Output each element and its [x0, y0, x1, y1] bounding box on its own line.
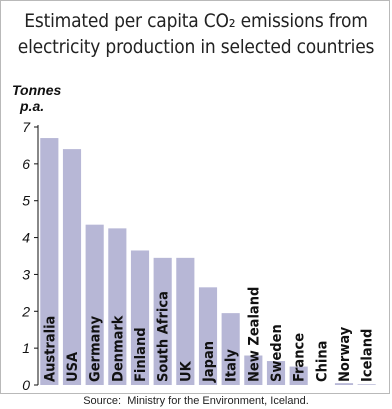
bar-south-africa — [153, 257, 172, 385]
category-label-germany: Germany — [88, 315, 104, 382]
y-axis-ticks: 0 1 2 3 4 5 6 7 — [21, 119, 38, 393]
y-axis-label-line-1: Tonnes — [12, 82, 61, 98]
y-tick-label-7: 7 — [22, 119, 31, 135]
category-label-usa: USA — [65, 351, 81, 382]
category-label-uk: UK — [178, 360, 194, 382]
chart-title-line-1: Estimated per capita CO₂ emissions from — [24, 10, 368, 32]
category-label-new-zealand: New Zealand — [246, 287, 262, 382]
bar-iceland — [357, 384, 376, 385]
category-label-australia: Australia — [42, 316, 58, 382]
category-label-italy: Italy — [224, 349, 240, 382]
category-label-china: China — [314, 341, 330, 382]
bar-france — [289, 366, 308, 385]
bar-italy — [221, 313, 240, 385]
category-label-sweden: Sweden — [269, 324, 285, 382]
chart-title: Estimated per capita CO₂ emissions from … — [0, 8, 392, 60]
y-tick-label-2: 2 — [21, 303, 30, 319]
bar-new-zealand — [244, 355, 263, 385]
chart-title-line-2: electricity production in selected count… — [17, 36, 375, 58]
bar-sweden — [266, 361, 286, 385]
bar-uk — [176, 257, 195, 385]
y-tick-label-3: 3 — [22, 266, 30, 282]
category-label-south-africa: South Africa — [156, 291, 172, 382]
category-label-finland: Finland — [133, 327, 149, 382]
y-axis-label-line-2: p.a. — [19, 98, 44, 114]
y-tick-label-4: 4 — [22, 230, 30, 246]
category-label-japan: Japan — [201, 341, 217, 383]
category-label-norway: Norway — [337, 326, 353, 382]
bar-denmark — [108, 228, 127, 385]
y-tick-label-5: 5 — [22, 193, 30, 209]
y-tick-label-0: 0 — [22, 377, 30, 393]
category-labels: Australia USA Germany Denmark Finland South A… — [42, 287, 375, 383]
y-tick-label-6: 6 — [22, 156, 30, 172]
y-tick-label-1: 1 — [22, 340, 30, 356]
bar-japan — [198, 287, 218, 385]
bar-usa — [62, 149, 82, 385]
bar-finland — [130, 250, 150, 385]
bar-germany — [85, 224, 104, 385]
bar-australia — [40, 138, 59, 385]
bar-norway — [334, 383, 354, 385]
category-label-iceland: Iceland — [360, 329, 376, 382]
category-label-france: France — [292, 333, 308, 382]
bars — [40, 138, 376, 385]
category-label-denmark: Denmark — [110, 315, 126, 382]
source-note: Source: Ministry for the Environment, Ic… — [83, 395, 309, 407]
